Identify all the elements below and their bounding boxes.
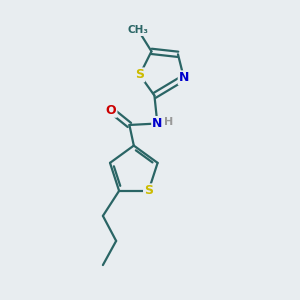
Text: N: N: [179, 71, 189, 84]
Text: S: S: [144, 184, 153, 197]
Text: N: N: [152, 117, 163, 130]
Text: S: S: [135, 68, 144, 81]
Text: O: O: [106, 104, 116, 117]
Text: H: H: [164, 117, 173, 127]
Text: CH₃: CH₃: [128, 25, 149, 35]
